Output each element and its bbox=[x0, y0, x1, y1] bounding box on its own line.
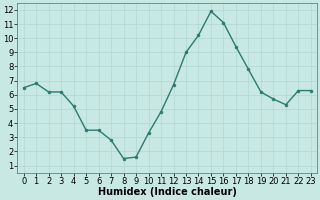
X-axis label: Humidex (Indice chaleur): Humidex (Indice chaleur) bbox=[98, 187, 237, 197]
